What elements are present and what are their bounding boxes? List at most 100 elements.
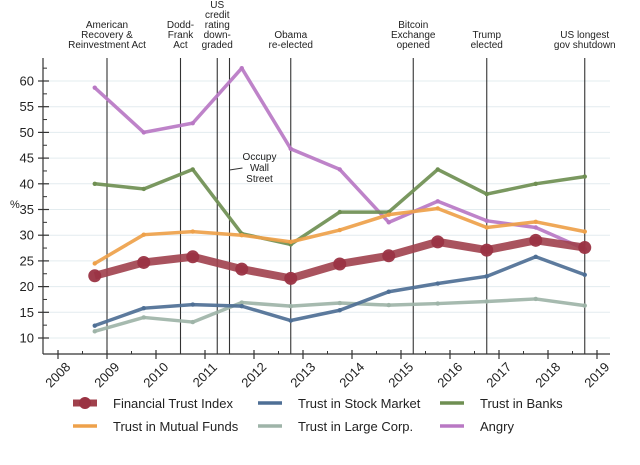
series-lines	[88, 65, 592, 334]
event-label: down-	[204, 30, 231, 41]
legend-item: Trust in Large Corp.	[258, 419, 413, 434]
data-point	[480, 243, 494, 257]
data-point	[435, 281, 440, 286]
data-point	[386, 302, 391, 308]
data-point	[92, 261, 97, 266]
data-point	[92, 323, 97, 328]
legend-label: Trust in Banks	[480, 396, 563, 411]
x-tick-label: 2009	[91, 359, 122, 390]
x-tick-label: 2014	[336, 359, 367, 390]
data-point	[529, 233, 543, 247]
data-point	[141, 130, 146, 135]
event-label: Act	[173, 40, 188, 51]
data-point	[435, 206, 440, 211]
x-tick-label: 2010	[140, 359, 171, 390]
data-point	[582, 229, 587, 234]
legend-item: Financial Trust Index	[73, 396, 233, 411]
data-point	[435, 301, 440, 306]
data-point	[141, 315, 146, 320]
legend: Financial Trust Index Trust in Stock Mark…	[73, 396, 563, 434]
y-tick-label: 10	[20, 331, 34, 346]
data-point	[582, 174, 587, 179]
legend-item: Trust in Banks	[440, 396, 563, 411]
data-point	[382, 249, 396, 263]
y-tick-label: 15	[20, 305, 34, 320]
data-point	[333, 257, 347, 271]
event-label: Bitcoin	[398, 20, 428, 31]
data-point	[533, 181, 538, 186]
legend-label: Trust in Stock Market	[298, 396, 421, 411]
data-point	[386, 289, 391, 294]
data-point	[284, 271, 298, 285]
data-point	[186, 250, 200, 264]
data-point	[386, 220, 391, 225]
data-point	[288, 146, 293, 152]
legend-label: Financial Trust Index	[113, 396, 233, 411]
x-tick-label: 2013	[287, 359, 318, 390]
data-point	[337, 300, 342, 306]
event-label: US longest	[560, 30, 609, 41]
data-point	[239, 300, 244, 305]
data-point	[141, 186, 146, 192]
event-label: credit	[205, 10, 230, 21]
x-tick-label: 2017	[483, 359, 514, 390]
data-point	[533, 225, 538, 230]
data-point	[582, 272, 587, 277]
event-label: elected	[471, 40, 503, 51]
event-label: Frank	[168, 30, 195, 41]
data-point	[235, 262, 249, 276]
event-label: Street	[246, 174, 273, 185]
x-tick-label: 2011	[190, 360, 220, 390]
y-tick-label: 55	[20, 99, 34, 114]
legend-item: Trust in Mutual Funds	[73, 419, 239, 434]
event-label: US	[210, 0, 224, 11]
data-point	[484, 218, 489, 224]
x-tick-label: 2018	[532, 359, 563, 390]
data-point	[288, 303, 293, 309]
y-tick-label: 60	[20, 74, 34, 89]
data-point	[337, 167, 342, 172]
event-label: gov shutdown	[554, 40, 616, 51]
data-point	[239, 303, 244, 309]
data-point	[337, 227, 342, 233]
data-point	[582, 303, 587, 308]
y-tick-label: 35	[20, 202, 34, 217]
data-point	[288, 318, 293, 323]
legend-item: Angry	[440, 419, 514, 434]
legend-item: Trust in Stock Market	[258, 396, 421, 411]
data-point	[141, 305, 146, 311]
event-label: graded	[202, 40, 233, 51]
data-point	[578, 241, 592, 255]
event-label: Obama	[274, 30, 307, 41]
event-label: Wall	[250, 163, 269, 174]
data-point	[337, 308, 342, 313]
y-tick-label: 45	[20, 151, 34, 166]
legend-label: Angry	[480, 419, 514, 434]
event-leader-line	[229, 167, 243, 171]
data-point	[92, 181, 97, 186]
data-point	[239, 233, 244, 238]
event-label: opened	[397, 40, 430, 51]
event-label: Trump	[472, 30, 501, 41]
event-label: Dodd-	[167, 20, 194, 31]
data-point	[533, 296, 538, 302]
data-point	[435, 199, 440, 204]
x-tick-label: 2012	[238, 359, 269, 390]
data-point	[190, 167, 195, 172]
data-point	[92, 85, 97, 90]
data-point	[431, 235, 445, 249]
data-point	[288, 239, 293, 245]
data-point	[337, 209, 342, 215]
data-point	[92, 329, 97, 334]
x-tick-label: 2016	[434, 359, 465, 390]
y-tick-label: 20	[20, 279, 34, 294]
legend-marker	[79, 397, 91, 409]
data-point	[386, 212, 391, 217]
data-point	[190, 302, 195, 307]
data-point	[190, 120, 195, 126]
gridlines	[43, 80, 610, 339]
y-axis-label: %	[10, 199, 20, 211]
x-tick-label: 2019	[581, 359, 612, 390]
y-tick-label: 30	[20, 228, 34, 243]
